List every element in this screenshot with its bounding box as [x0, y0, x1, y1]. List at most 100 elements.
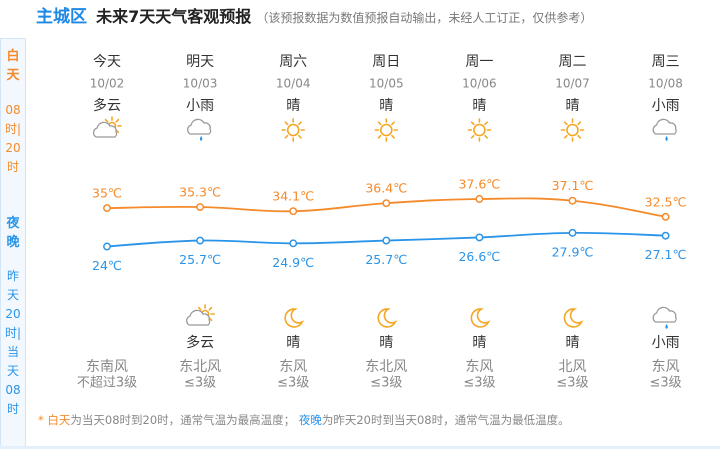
date: 10/03 — [183, 77, 218, 91]
footer-night-text: 为昨天20时到当天08时，通常气温为最低温度。 — [321, 413, 570, 427]
temperature-point — [475, 233, 484, 242]
sun-core — [473, 123, 486, 137]
wind-direction: 东风 — [465, 359, 493, 375]
day-icon — [652, 118, 677, 141]
cloud — [652, 118, 677, 135]
temperature-label: 25.7℃ — [179, 252, 221, 267]
temperature-point — [196, 203, 205, 211]
moon — [563, 308, 584, 328]
footer-night-term: 夜晚 — [298, 413, 322, 427]
rain-drop — [199, 136, 203, 141]
cloud — [186, 309, 211, 326]
temperature-label: 24℃ — [92, 258, 122, 273]
sun-ray — [298, 134, 302, 139]
rain-drop — [665, 324, 668, 329]
day-icon — [92, 116, 122, 138]
subtitle: 未来7天天气客观预报 — [96, 7, 252, 26]
wind-direction: 东南风 — [86, 359, 128, 375]
temperature-label: 35℃ — [92, 186, 122, 201]
sun-ray — [577, 121, 582, 126]
sun-core — [286, 123, 300, 137]
night-icon — [377, 308, 398, 328]
temperature-label: 24.9℃ — [272, 255, 314, 270]
sun-ray — [104, 118, 109, 123]
day-icon — [560, 118, 585, 142]
date: 10/08 — [648, 77, 683, 91]
temperature-point — [196, 236, 205, 245]
title: 主城区 — [36, 7, 87, 27]
sun-ray — [284, 134, 289, 139]
temperature-point — [289, 239, 298, 248]
temperature-label: 32.5℃ — [645, 194, 687, 209]
temperature-point — [568, 228, 577, 237]
rain-drop — [665, 136, 668, 141]
sun-ray — [391, 121, 395, 126]
sun-ray — [377, 121, 382, 126]
cloud — [92, 121, 118, 138]
night-weather: 晴 — [566, 335, 580, 351]
date: 10/04 — [276, 77, 311, 91]
weekday: 今天 — [93, 54, 121, 70]
sun-ray — [115, 118, 120, 123]
date: 10/07 — [555, 77, 590, 91]
weekday: 周六 — [279, 54, 307, 70]
night-icon — [284, 308, 305, 328]
day-weather: 晴 — [379, 98, 393, 114]
sun-ray — [484, 134, 488, 139]
night-icon — [470, 308, 491, 328]
footer-day-text: 为当天08时到20时，通常气温为最高温度； — [70, 413, 296, 427]
wind-level: ≤3级 — [184, 376, 216, 391]
day-icon — [187, 118, 212, 141]
day-icon — [374, 118, 399, 142]
wind-level: ≤3级 — [650, 376, 682, 391]
temperature-label: 35.3℃ — [179, 185, 221, 200]
temperature-label: 34.1℃ — [272, 189, 314, 204]
sun-ray — [470, 121, 475, 126]
night-icon — [652, 306, 677, 329]
wind-direction: 东北风 — [179, 359, 221, 375]
sun-ray — [484, 121, 488, 126]
wind-level: ≤3级 — [370, 376, 402, 391]
weekday: 周二 — [559, 54, 587, 70]
night-icon — [186, 304, 215, 326]
temperature-label: 25.7℃ — [365, 252, 407, 267]
date: 10/05 — [369, 77, 404, 91]
day-icon — [281, 118, 306, 142]
night-icon — [563, 308, 584, 328]
temperature-point — [103, 204, 111, 213]
footer: * 白天为当天08时到20时，通常气温为最高温度； 夜晚为昨天20时到当天08时… — [38, 412, 570, 428]
temperature-point — [661, 231, 670, 240]
temperature-label: 26.6℃ — [458, 249, 500, 264]
temperature-label: 27.1℃ — [645, 247, 687, 262]
day-weather: 小雨 — [652, 98, 680, 114]
wind-direction: 北风 — [559, 359, 587, 375]
date: 10/06 — [462, 77, 497, 91]
sun-ray — [298, 121, 302, 126]
temperature-label: 36.4℃ — [365, 181, 407, 196]
sun-core — [566, 123, 579, 137]
temperature-label: 37.1℃ — [552, 178, 594, 193]
footer-day-term: 白天 — [47, 413, 71, 427]
wind-level: ≤3级 — [463, 376, 495, 391]
night-label: 夜晚 — [6, 216, 20, 250]
temperature-point — [382, 236, 391, 245]
wind-level: ≤3级 — [556, 376, 588, 391]
temperature-point — [289, 207, 298, 216]
moon — [470, 308, 491, 328]
temperature-label: 37.6℃ — [458, 177, 500, 192]
weekday: 周一 — [465, 54, 493, 70]
sun-ray — [377, 134, 382, 139]
sun-ray — [284, 121, 289, 126]
wind-direction: 东风 — [652, 359, 680, 375]
cloud — [187, 118, 212, 135]
sun-ray — [470, 134, 475, 139]
night-weather: 晴 — [286, 335, 300, 351]
day-hours: 08时|20时 — [4, 103, 22, 174]
moon — [284, 308, 305, 328]
wind-level: ≤3级 — [277, 376, 309, 391]
night-weather: 晴 — [379, 335, 393, 351]
date: 10/02 — [90, 77, 125, 91]
day-weather: 多云 — [93, 97, 121, 114]
